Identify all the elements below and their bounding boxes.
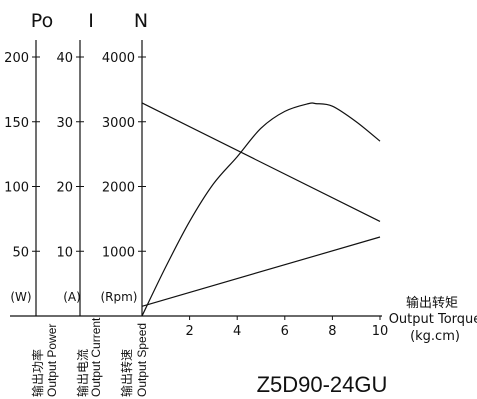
y-tick-label-current: 40 xyxy=(56,51,73,66)
y-tick-label-power: 150 xyxy=(4,116,29,131)
y-axis-label-en-speed: Output Speed xyxy=(135,323,149,397)
y-tick-label-power: 100 xyxy=(4,181,29,196)
y-axis-label-en-power: Output Power xyxy=(45,324,59,397)
y-tick-label-power: 200 xyxy=(4,51,29,66)
y-axis-letter-power: Po xyxy=(31,10,53,32)
x-axis-label-cn: 输出转矩 xyxy=(406,295,458,311)
y-tick-label-speed: 3000 xyxy=(102,116,135,131)
y-axis-label-en-current: Output Current xyxy=(89,317,103,397)
series-line-power xyxy=(141,102,381,317)
y-tick-label-current: 20 xyxy=(56,181,73,196)
y-axis-label-cn-current: 输出电流 xyxy=(75,349,90,397)
x-axis-unit: (kg.cm) xyxy=(410,329,460,344)
y-tick-label-speed: 1000 xyxy=(102,245,135,260)
y-tick-label-current: 10 xyxy=(56,245,73,260)
y-tick-label-speed: 4000 xyxy=(102,51,135,66)
y-tick-label-speed: 2000 xyxy=(102,181,135,196)
y-axis-label-cn-power: 输出功率 xyxy=(30,349,45,397)
model-name: Z5D90-24GU xyxy=(257,372,388,397)
series-line-current xyxy=(141,236,381,307)
x-axis-label-en: Output Torque xyxy=(389,312,477,327)
series-line-speed xyxy=(141,102,381,223)
y-axis-unit-current: (A) xyxy=(63,290,81,304)
y-axis-letter-speed: N xyxy=(134,10,148,32)
x-tick-label: 6 xyxy=(281,324,289,339)
x-tick-label: 10 xyxy=(372,324,389,339)
y-tick-label-power: 50 xyxy=(12,245,29,260)
x-tick-label: 4 xyxy=(233,324,241,339)
y-axis-letter-current: I xyxy=(88,10,94,32)
x-tick-label: 8 xyxy=(328,324,336,339)
y-axis-unit-power: (W) xyxy=(10,290,31,304)
y-axis-unit-speed: (Rpm) xyxy=(100,290,137,304)
x-tick-label: 2 xyxy=(185,324,193,339)
y-tick-label-current: 30 xyxy=(56,116,73,131)
y-axis-label-cn-speed: 输出转速 xyxy=(119,349,134,397)
